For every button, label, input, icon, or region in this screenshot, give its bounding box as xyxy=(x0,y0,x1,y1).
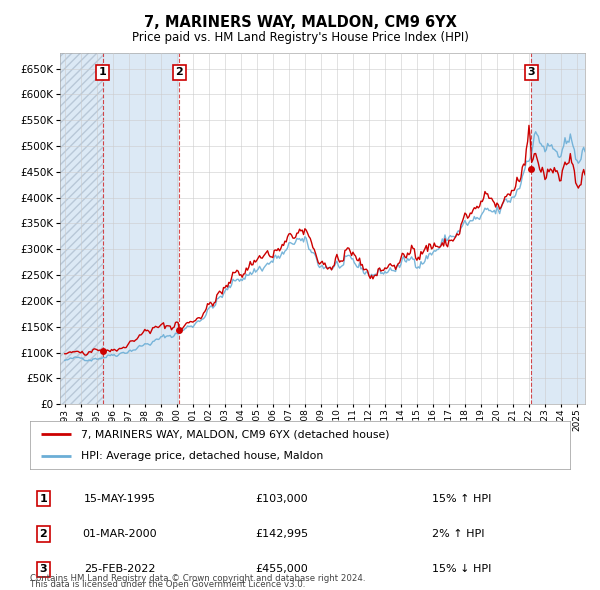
Text: 1: 1 xyxy=(40,494,47,503)
Text: £103,000: £103,000 xyxy=(256,494,308,503)
Text: 2: 2 xyxy=(176,67,183,77)
Text: 2% ↑ HPI: 2% ↑ HPI xyxy=(432,529,485,539)
Text: 01-MAR-2000: 01-MAR-2000 xyxy=(83,529,157,539)
Text: 3: 3 xyxy=(527,67,535,77)
Text: 1: 1 xyxy=(99,67,107,77)
Text: 15-MAY-1995: 15-MAY-1995 xyxy=(84,494,156,503)
Text: Contains HM Land Registry data © Crown copyright and database right 2024.: Contains HM Land Registry data © Crown c… xyxy=(30,574,365,583)
Text: This data is licensed under the Open Government Licence v3.0.: This data is licensed under the Open Gov… xyxy=(30,581,305,589)
Text: Price paid vs. HM Land Registry's House Price Index (HPI): Price paid vs. HM Land Registry's House … xyxy=(131,31,469,44)
Bar xyxy=(60,53,103,404)
Text: 2: 2 xyxy=(40,529,47,539)
Bar xyxy=(531,53,585,404)
Text: 15% ↓ HPI: 15% ↓ HPI xyxy=(432,565,491,574)
Text: 7, MARINERS WAY, MALDON, CM9 6YX: 7, MARINERS WAY, MALDON, CM9 6YX xyxy=(143,15,457,30)
Text: £455,000: £455,000 xyxy=(256,565,308,574)
Text: 7, MARINERS WAY, MALDON, CM9 6YX (detached house): 7, MARINERS WAY, MALDON, CM9 6YX (detach… xyxy=(82,429,390,439)
Text: £142,995: £142,995 xyxy=(256,529,308,539)
Text: 15% ↑ HPI: 15% ↑ HPI xyxy=(432,494,491,503)
Text: 3: 3 xyxy=(40,565,47,574)
Bar xyxy=(103,53,179,404)
Text: HPI: Average price, detached house, Maldon: HPI: Average price, detached house, Mald… xyxy=(82,451,323,461)
Text: 25-FEB-2022: 25-FEB-2022 xyxy=(84,565,156,574)
Bar xyxy=(179,53,531,404)
